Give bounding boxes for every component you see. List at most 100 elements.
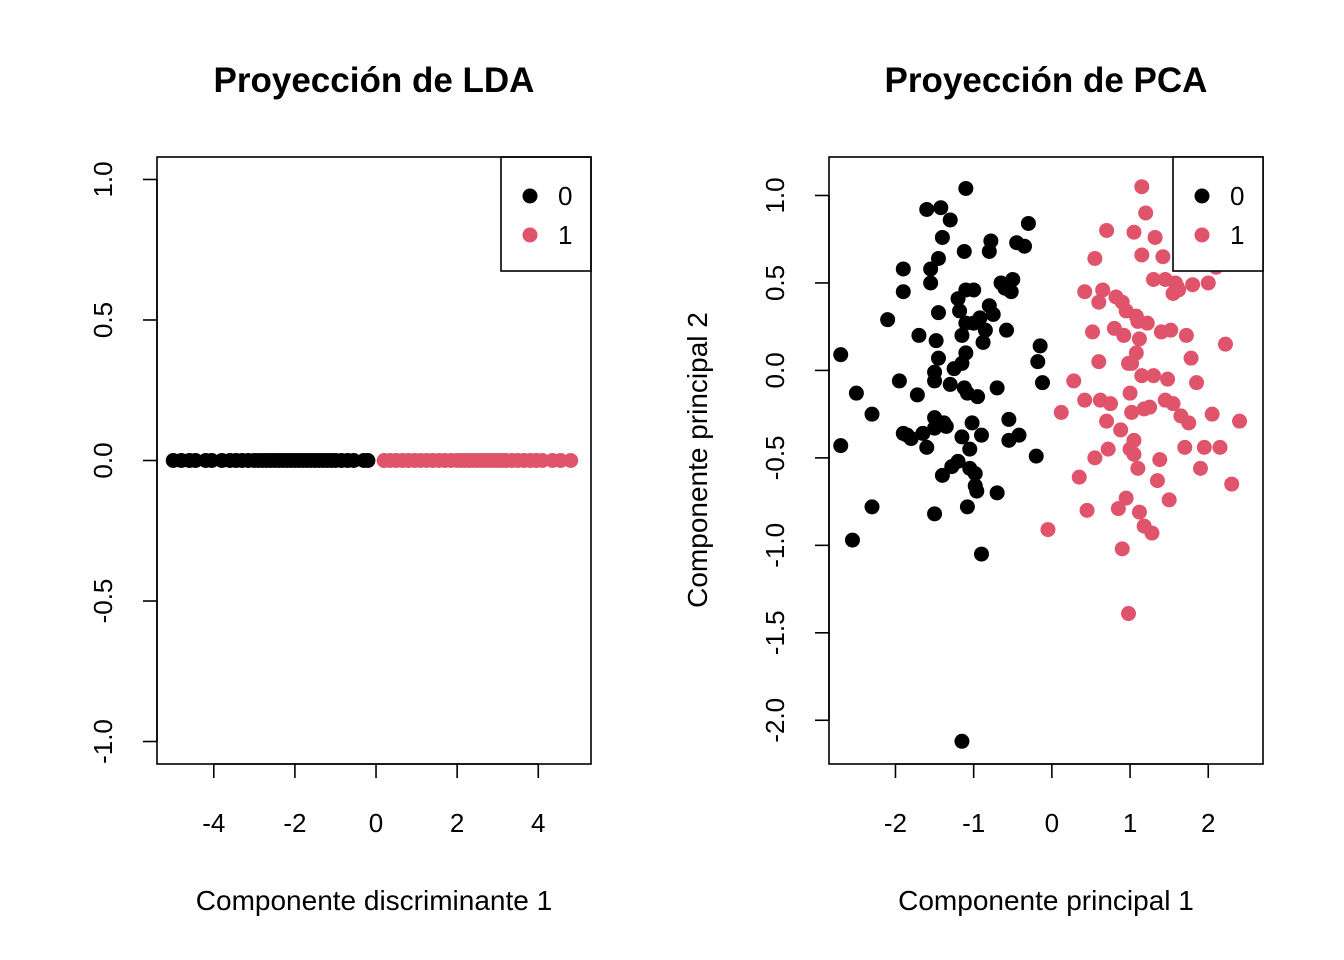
pca-point-0 (958, 345, 974, 361)
lda-x-tick-label: 4 (531, 808, 545, 838)
lda-y-tick-label: 0.5 (88, 302, 118, 338)
pca-point-0 (909, 387, 925, 403)
pca-point-1 (1183, 350, 1199, 366)
pca-point-0 (833, 438, 849, 454)
pca-point-1 (1077, 284, 1093, 300)
pca-point-0 (969, 483, 985, 499)
pca-point-1 (1053, 404, 1069, 420)
pca-point-0 (967, 466, 983, 482)
pca-point-1 (1147, 229, 1163, 245)
lda-legend-label-0: 0 (558, 181, 572, 211)
pca-point-1 (1204, 406, 1220, 422)
pca-x-tick-label: 0 (1045, 808, 1059, 838)
pca-point-1 (1126, 446, 1142, 462)
lda-panel: Proyección de LDA -4 -2 0 2 4 -1.0 -0.5 0.0 0.5… (88, 61, 592, 916)
pca-point-1 (1077, 392, 1093, 408)
pca-point-1 (1110, 501, 1126, 517)
pca-point-0 (923, 275, 939, 291)
pca-point-0 (930, 350, 946, 366)
pca-point-0 (895, 284, 911, 300)
pca-point-1 (1134, 179, 1150, 195)
pca-point-1 (1224, 476, 1240, 492)
pca-point-1 (1099, 413, 1115, 429)
pca-point-0 (962, 441, 978, 457)
pca-point-0 (942, 212, 958, 228)
pca-legend-background (1173, 157, 1263, 271)
pca-point-1 (1134, 247, 1150, 263)
pca-point-1 (1152, 452, 1168, 468)
lda-x-tick-label: -4 (202, 808, 225, 838)
pca-point-1 (1085, 324, 1101, 340)
lda-x-tick-label: 0 (369, 808, 383, 838)
pca-point-1 (1126, 432, 1142, 448)
pca-point-0 (928, 333, 944, 349)
pca-point-1 (1124, 404, 1140, 420)
pca-point-0 (833, 347, 849, 363)
pca-point-1 (1087, 450, 1103, 466)
pca-point-0 (989, 485, 1005, 501)
pca-point-1 (1196, 439, 1212, 455)
pca-point-0 (848, 385, 864, 401)
pca-point-0 (923, 261, 939, 277)
pca-point-1 (1185, 277, 1201, 293)
pca-point-0 (930, 305, 946, 321)
pca-point-0 (919, 439, 935, 455)
pca-point-0 (942, 376, 958, 392)
pca-point-0 (864, 406, 880, 422)
pca-point-0 (844, 532, 860, 548)
pca-point-1 (1120, 606, 1136, 622)
lda-y-axis: -1.0 -0.5 0.0 0.5 1.0 (88, 161, 158, 764)
pca-point-0 (930, 250, 946, 266)
pca-point-0 (954, 327, 970, 343)
pca-point-0 (1016, 238, 1032, 254)
lda-x-tick-label: -2 (283, 808, 306, 838)
pca-point-1 (1189, 375, 1205, 391)
pca-point-1 (1113, 422, 1129, 438)
pca-point-0 (1001, 411, 1017, 427)
pca-legend: 01 (1172, 156, 1264, 272)
pca-point-0 (927, 373, 943, 389)
pca-point-1 (1114, 541, 1130, 557)
pca-point-1 (1149, 473, 1165, 489)
pca-legend-label-0: 0 (1230, 181, 1244, 211)
lda-legend-box (500, 156, 592, 272)
pca-point-1 (1146, 368, 1162, 384)
pca-point-0 (972, 310, 988, 326)
pca-point-1 (1163, 322, 1179, 338)
pca-point-1 (1066, 373, 1082, 389)
pca-legend-label-1: 1 (1230, 220, 1244, 250)
pca-series-0 (833, 180, 1050, 749)
lda-x-axis: -4 -2 0 2 4 (202, 763, 546, 838)
pca-point-1 (1160, 371, 1176, 387)
pca-point-0 (964, 415, 980, 431)
pca-point-1 (1087, 250, 1103, 266)
pca-point-0 (970, 389, 986, 405)
pca-point-0 (1032, 338, 1048, 354)
lda-y-tick-label: -1.0 (88, 719, 118, 764)
pca-point-0 (956, 243, 972, 259)
lda-y-tick-label: -0.5 (88, 579, 118, 624)
pca-point-0 (954, 429, 970, 445)
pca-point-1 (1161, 492, 1177, 508)
pca-point-1 (1171, 282, 1187, 298)
pca-point-0 (903, 431, 919, 447)
pca-x-tick-label: 1 (1123, 808, 1137, 838)
pca-point-1 (1071, 469, 1087, 485)
pca-point-0 (954, 733, 970, 749)
lda-point-1 (563, 453, 579, 468)
pca-point-0 (975, 334, 991, 350)
pca-point-1 (1192, 460, 1208, 476)
lda-point-0 (360, 453, 376, 468)
pca-point-1 (1095, 282, 1111, 298)
lda-x-axis-label: Componente discriminante 1 (196, 885, 552, 916)
pca-chart-title: Proyección de PCA (885, 61, 1208, 100)
pca-point-1 (1178, 327, 1194, 343)
pca-point-0 (1005, 271, 1021, 287)
pca-x-tick-label: 2 (1201, 808, 1215, 838)
pca-point-1 (1131, 331, 1147, 347)
pca-point-0 (934, 229, 950, 245)
pca-point-0 (973, 427, 989, 443)
pca-y-tick-label: -0.5 (760, 435, 790, 480)
pca-point-0 (864, 499, 880, 515)
pca-point-1 (1181, 415, 1197, 431)
